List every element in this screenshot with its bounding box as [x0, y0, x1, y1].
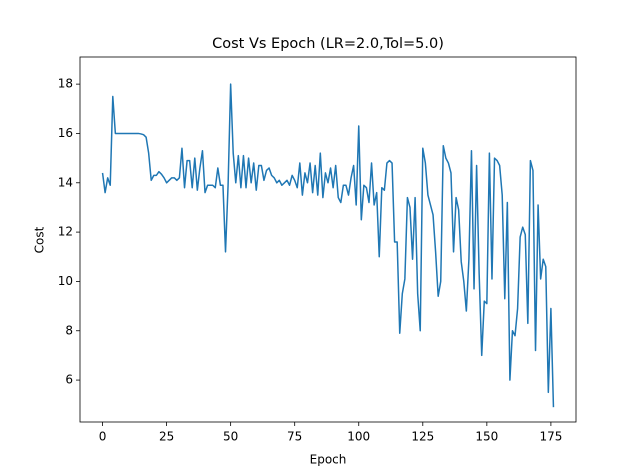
x-tick-label: 75 [287, 430, 302, 444]
y-tick-label: 14 [58, 175, 73, 189]
x-tick-label: 150 [475, 430, 498, 444]
line-series [101, 83, 555, 408]
y-tick-label: 8 [65, 323, 73, 337]
x-tick-label: 50 [223, 430, 238, 444]
plot-frame [79, 56, 577, 423]
x-axis-label: Epoch [310, 453, 347, 467]
y-tick-label: 10 [58, 274, 73, 288]
x-tick-label: 125 [411, 430, 434, 444]
y-tick-label: 12 [58, 225, 73, 239]
y-axis-label: Cost [33, 226, 47, 253]
x-tick-label: 175 [539, 430, 562, 444]
chart-title: Cost Vs Epoch (LR=2.0,Tol=5.0) [212, 36, 444, 52]
y-tick-label: 16 [58, 126, 73, 140]
y-tick-label: 6 [65, 373, 73, 387]
x-tick-label: 25 [159, 430, 174, 444]
y-tick-label: 18 [58, 77, 73, 91]
x-tick-label: 0 [99, 430, 107, 444]
x-tick-label: 100 [347, 430, 370, 444]
